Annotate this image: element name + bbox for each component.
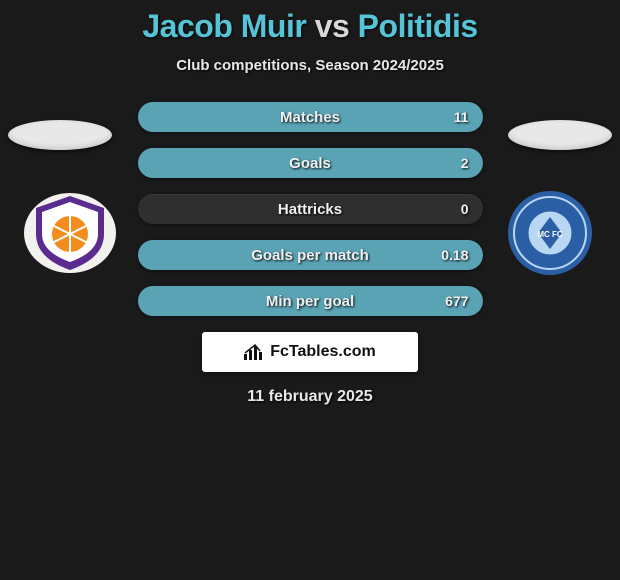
- stat-row: Goals per match 0.18: [138, 240, 483, 270]
- player2-marker-ellipse: [508, 120, 612, 150]
- comparison-title: Jacob Muir vs Politidis: [0, 8, 620, 45]
- infographic-root: Jacob Muir vs Politidis Club competition…: [0, 0, 620, 406]
- stat-label: Matches: [280, 109, 340, 126]
- stat-value-right: 677: [445, 293, 468, 309]
- circle-crest-icon: MC FC: [500, 190, 600, 276]
- stat-row: Min per goal 677: [138, 286, 483, 316]
- stat-value-right: 0.18: [441, 247, 468, 263]
- date-label: 11 february 2025: [0, 388, 620, 406]
- stat-label: Min per goal: [266, 293, 354, 310]
- svg-text:MC FC: MC FC: [537, 230, 563, 239]
- stats-area: MC FC Matches 11 Goals 2 Hattricks 0 Goals per…: [0, 102, 620, 316]
- club-crest-right: MC FC: [500, 190, 600, 276]
- stat-label: Hattricks: [278, 201, 342, 218]
- stat-value-right: 0: [461, 201, 469, 217]
- player1-name: Jacob Muir: [142, 8, 306, 44]
- stat-row: Matches 11: [138, 102, 483, 132]
- bar-chart-icon: [244, 344, 264, 360]
- stat-row: Goals 2: [138, 148, 483, 178]
- subtitle: Club competitions, Season 2024/2025: [0, 57, 620, 74]
- player1-marker-ellipse: [8, 120, 112, 150]
- stat-value-right: 2: [461, 155, 469, 171]
- club-crest-left: [20, 190, 120, 276]
- stat-label: Goals per match: [251, 247, 369, 264]
- stat-rows: Matches 11 Goals 2 Hattricks 0 Goals per match…: [138, 102, 483, 316]
- vs-label: vs: [315, 8, 350, 44]
- player2-name: Politidis: [358, 8, 478, 44]
- branding-badge: FcTables.com: [202, 332, 418, 372]
- stat-value-right: 11: [454, 109, 469, 125]
- stat-row: Hattricks 0: [138, 194, 483, 224]
- stat-label: Goals: [289, 155, 331, 172]
- shield-crest-icon: [20, 190, 120, 276]
- branding-text: FcTables.com: [270, 343, 376, 361]
